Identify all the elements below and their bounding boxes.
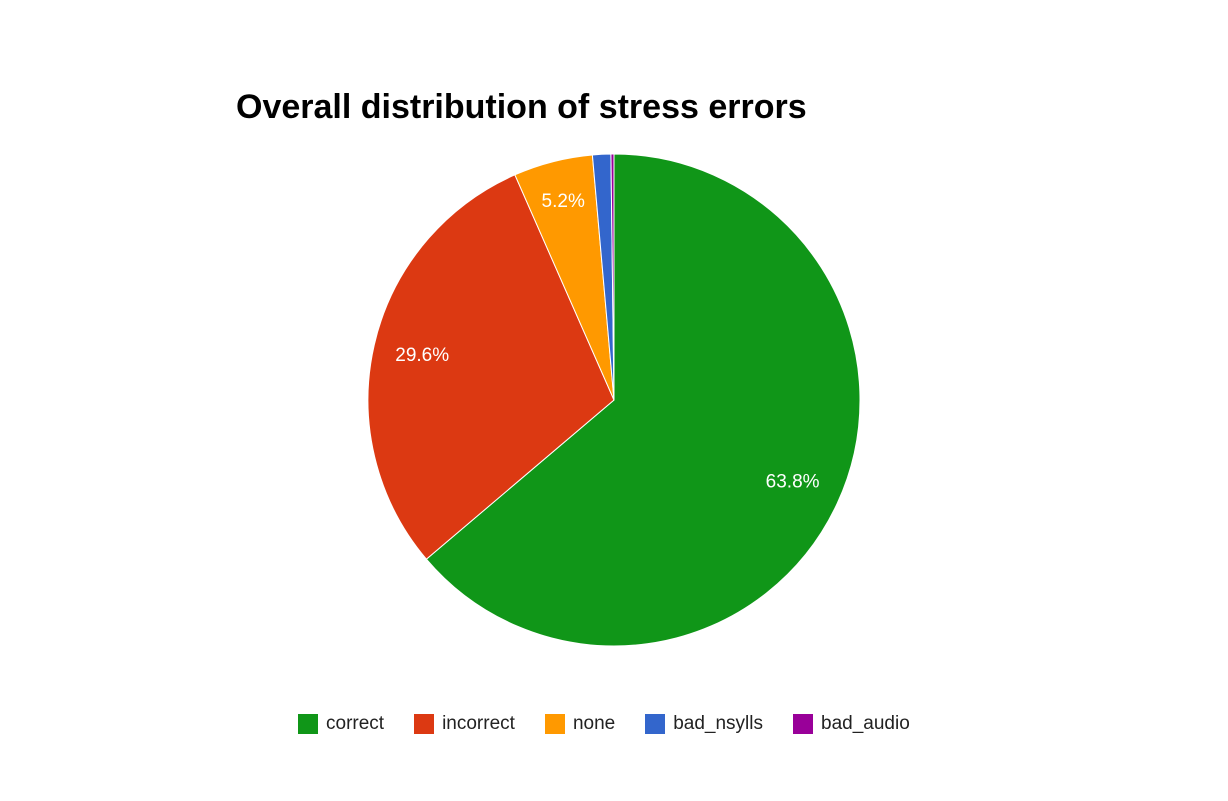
legend-label: bad_audio (821, 713, 910, 734)
legend-label: bad_nsylls (673, 713, 763, 734)
legend-label: none (572, 713, 616, 734)
data-label-incorrect: 29.6% (395, 345, 449, 366)
legend-swatch (793, 714, 813, 734)
legend-label: incorrect (442, 713, 515, 734)
chart-title: Overall distribution of stress errors (236, 88, 807, 126)
legend-item-incorrect: incorrect (414, 713, 515, 735)
legend-item-none: none (544, 713, 616, 735)
legend-swatch (414, 714, 435, 734)
legend-item-bad-audio: bad_audio (793, 713, 910, 735)
pie-slice-incorrect (367, 174, 615, 560)
data-label-correct: 63.8% (766, 472, 820, 493)
legend-item-correct: correct (298, 713, 384, 735)
pie-slice-correct (425, 153, 861, 647)
legend-swatch (544, 714, 565, 734)
legend-item-bad-nsylls: bad_nsylls (645, 713, 763, 735)
chart-legend: correct incorrect none bad_nsylls bad_audio (298, 713, 940, 735)
pie-data-labels: 63.8% 29.6% 5.2% (395, 191, 819, 493)
pie-slice-bad-audio (610, 153, 615, 401)
legend-swatch (298, 714, 318, 734)
legend-swatch (645, 714, 666, 734)
pie-slices (367, 153, 861, 647)
data-label-none: 5.2% (542, 191, 585, 212)
legend-label: correct (326, 713, 385, 734)
